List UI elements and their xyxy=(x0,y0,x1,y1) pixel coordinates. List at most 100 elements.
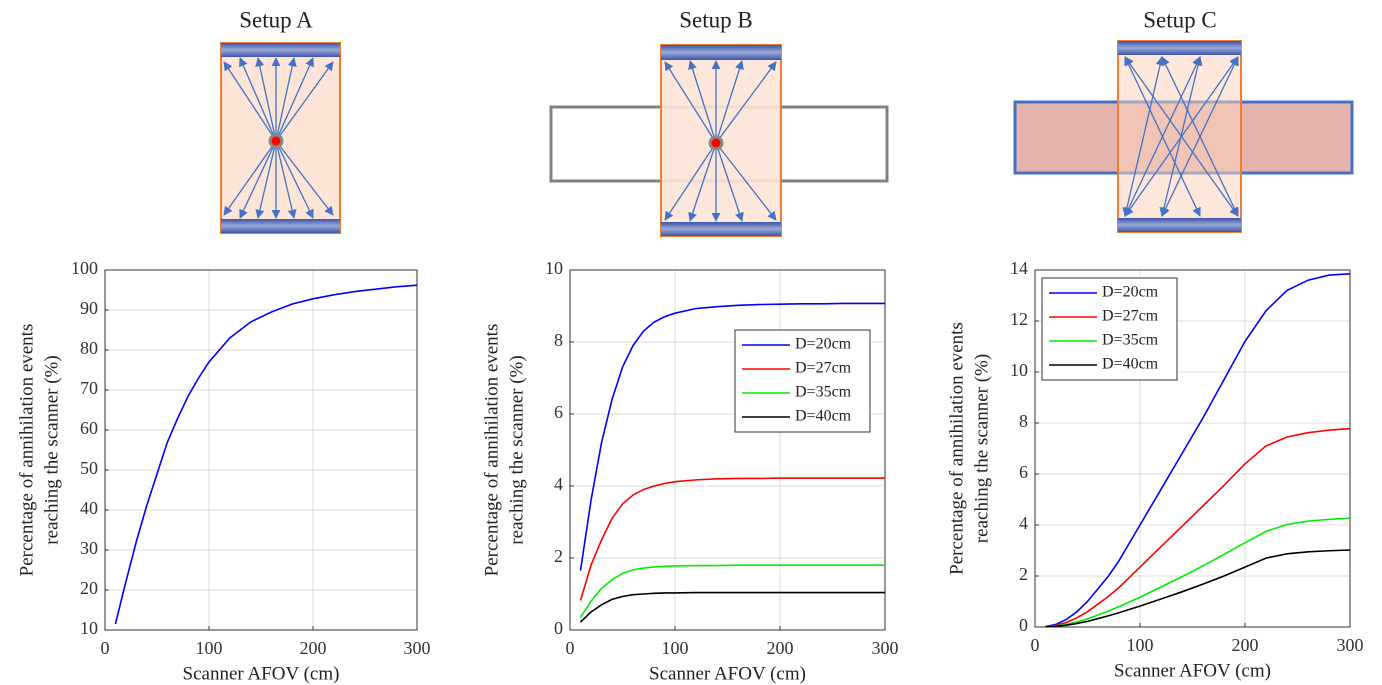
ray xyxy=(275,57,297,142)
legend-label: D=27cm xyxy=(795,360,852,377)
diagram-c xyxy=(1013,40,1354,233)
y-tick-label: 6 xyxy=(554,402,563,422)
series-line xyxy=(579,591,885,623)
ray xyxy=(664,61,717,144)
y-tick-label: 2 xyxy=(1019,564,1028,584)
y-tick-label: 10 xyxy=(1010,360,1028,380)
ray xyxy=(275,140,334,216)
legend-box xyxy=(734,329,871,433)
chart-title: Setup A xyxy=(239,7,313,32)
y-axis-label: reaching the scanner (%) xyxy=(506,355,527,544)
axes-box xyxy=(569,269,886,631)
ray xyxy=(255,57,277,142)
chart-title: Setup C xyxy=(1143,7,1216,32)
y-tick-label: 50 xyxy=(80,458,98,478)
x-tick-label: 0 xyxy=(566,638,575,658)
plot-area xyxy=(105,270,417,630)
y-tick-label: 4 xyxy=(554,474,563,494)
x-tick-label: 0 xyxy=(101,638,110,658)
axes-box xyxy=(104,269,418,631)
chart-title: Setup B xyxy=(679,7,752,32)
y-tick-label: 20 xyxy=(80,578,98,598)
x-tick-label: 200 xyxy=(300,638,327,658)
ray xyxy=(1124,56,1239,217)
y-tick-label: 6 xyxy=(1019,462,1028,482)
y-axis-label: reaching the scanner (%) xyxy=(971,354,992,543)
source xyxy=(268,133,284,149)
ray xyxy=(275,140,314,219)
y-tick-label: 0 xyxy=(1019,615,1028,635)
ray xyxy=(275,61,334,142)
legend-label: D=20cm xyxy=(1102,284,1159,301)
y-tick-label: 100 xyxy=(71,258,98,278)
chart: Setup A 10 20 30 40 50 60 70 80 90 100 0 100 200 300 Sc… xyxy=(16,7,430,684)
ray xyxy=(715,142,777,221)
x-axis-label: Scanner AFOV (cm) xyxy=(649,663,806,684)
ray xyxy=(275,140,297,219)
ray xyxy=(715,61,777,144)
y-tick-label: 10 xyxy=(80,618,98,638)
ray xyxy=(275,57,314,142)
legend-label: D=40cm xyxy=(1102,356,1159,373)
legend-label: D=35cm xyxy=(795,384,852,401)
y-axis-label: Percentage of annihilation events xyxy=(16,324,37,577)
detector xyxy=(221,219,340,233)
detector xyxy=(661,45,781,60)
series-line xyxy=(1045,273,1351,628)
x-tick-label: 300 xyxy=(872,638,899,658)
diagram-b xyxy=(549,44,889,237)
legend-label: D=40cm xyxy=(795,408,852,425)
diagram-a xyxy=(220,42,341,234)
x-axis-label: Scanner AFOV (cm) xyxy=(1114,660,1271,681)
y-tick-label: 70 xyxy=(80,378,98,398)
y-tick-label: 10 xyxy=(545,258,563,278)
y-tick-label: 4 xyxy=(1019,513,1028,533)
ray xyxy=(688,60,717,144)
ray xyxy=(223,61,277,142)
legend-box xyxy=(1041,277,1178,381)
x-tick-label: 0 xyxy=(1031,635,1040,655)
y-tick-label: 12 xyxy=(1010,309,1028,329)
series-line xyxy=(1045,549,1351,628)
x-tick-label: 200 xyxy=(1232,635,1259,655)
ray xyxy=(239,140,277,219)
x-tick-label: 100 xyxy=(662,638,689,658)
y-axis-label: Percentage of annihilation events xyxy=(946,322,967,575)
y-tick-label: 0 xyxy=(554,618,563,638)
ray xyxy=(239,57,277,142)
y-tick-label: 8 xyxy=(554,330,563,350)
series-line xyxy=(579,477,885,601)
x-tick-label: 300 xyxy=(404,638,431,658)
scanner xyxy=(1117,40,1242,233)
x-tick-label: 100 xyxy=(196,638,223,658)
legend-label: D=20cm xyxy=(795,336,852,353)
ray xyxy=(688,142,717,222)
series-line xyxy=(1045,517,1351,628)
y-tick-label: 60 xyxy=(80,418,98,438)
ray xyxy=(715,60,744,144)
x-tick-label: 300 xyxy=(1337,635,1364,655)
series-line xyxy=(579,564,885,618)
y-tick-label: 14 xyxy=(1010,258,1028,278)
y-tick-label: 8 xyxy=(1019,411,1028,431)
detector xyxy=(661,222,781,236)
y-tick-label: 2 xyxy=(554,546,563,566)
detector xyxy=(1118,41,1241,55)
ray xyxy=(223,140,277,216)
source xyxy=(708,135,724,151)
x-tick-label: 200 xyxy=(767,638,794,658)
x-axis-label: Scanner AFOV (cm) xyxy=(183,663,340,684)
y-axis-label: reaching the scanner (%) xyxy=(41,355,62,544)
legend-label: D=27cm xyxy=(1102,308,1159,325)
ray xyxy=(664,142,717,221)
ray xyxy=(255,140,277,219)
y-tick-label: 30 xyxy=(80,538,98,558)
y-tick-label: 90 xyxy=(80,298,98,318)
ray xyxy=(715,142,744,222)
detector xyxy=(221,43,340,57)
legend-label: D=35cm xyxy=(1102,332,1159,349)
series-line xyxy=(114,284,418,625)
